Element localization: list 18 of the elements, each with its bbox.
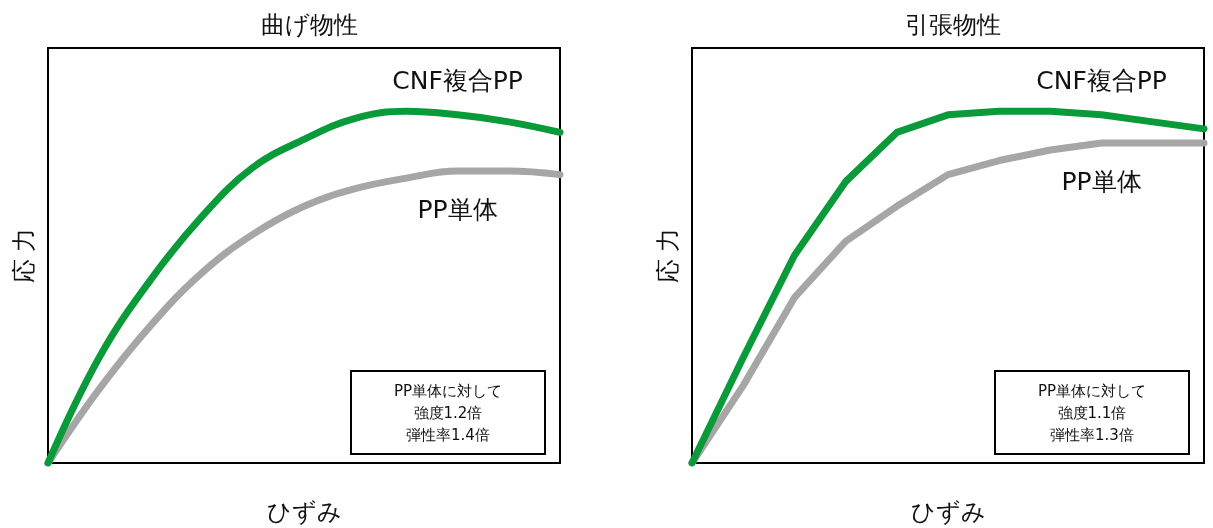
y-axis-title: 応 力: [654, 227, 682, 284]
series-label: CNF複合PP: [392, 65, 523, 95]
annotation: PP単体に対して: [393, 380, 503, 402]
series-label: PP単体: [1061, 166, 1142, 196]
annotation: PP単体に対して: [1037, 380, 1147, 402]
series-label: CNF複合PP: [1036, 65, 1167, 95]
text-box: PP単体に対して 強度1.2倍 弾性率1.4倍: [350, 370, 546, 455]
y-axis-title: 応 力: [10, 227, 38, 284]
annotation: 強度1.2倍: [413, 402, 483, 424]
chart-title: 引張物性: [905, 11, 1001, 39]
series-label: PP単体: [417, 195, 498, 225]
annotation: 弾性率1.3倍: [1050, 424, 1134, 446]
chart-title: 曲げ物性: [260, 11, 358, 39]
x-axis-title: ひずみ: [266, 498, 342, 526]
annotation: 弾性率1.4倍: [406, 424, 490, 446]
annotation: 強度1.1倍: [1057, 402, 1127, 424]
text-box: PP単体に対して 強度1.1倍 弾性率1.3倍: [994, 370, 1190, 455]
x-axis-title: ひずみ: [910, 498, 986, 526]
